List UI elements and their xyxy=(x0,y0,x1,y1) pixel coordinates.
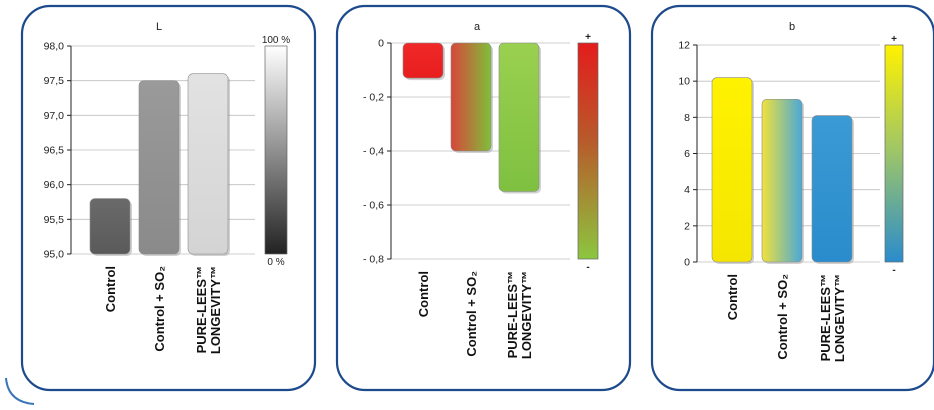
category-label: PURE-LEES™ xyxy=(818,274,833,361)
y-tick-label: 0 xyxy=(378,38,384,50)
bar-3 xyxy=(498,42,540,192)
bar-3 xyxy=(811,115,853,263)
y-tick-label: - 0,8 xyxy=(363,254,384,266)
chart-title: b xyxy=(789,21,795,33)
panel-frame xyxy=(650,4,934,392)
category-label: Control + SO₂ xyxy=(464,271,479,357)
category-label: Control + SO₂ xyxy=(152,266,167,352)
y-tick-label: 97,0 xyxy=(44,110,65,122)
category-label: Control xyxy=(725,274,740,320)
scale-bottom-label: 0 % xyxy=(267,257,284,268)
bar-3 xyxy=(187,73,229,255)
y-tick-label: 96,0 xyxy=(44,179,65,191)
category-label: PURE-LEES™ xyxy=(194,266,209,353)
y-tick-label: 8 xyxy=(684,112,690,124)
y-tick-label: 2 xyxy=(684,220,690,232)
panel-frame xyxy=(20,4,317,392)
bar-2 xyxy=(761,98,803,263)
panel-frame xyxy=(335,4,632,392)
bar-2 xyxy=(450,42,492,152)
scale-bottom-label: - xyxy=(586,262,589,273)
chart-title: a xyxy=(474,21,481,33)
color-scale-bar xyxy=(884,44,904,263)
y-tick-label: 98,0 xyxy=(44,41,65,53)
bar-1 xyxy=(89,198,131,255)
category-label: PURE-LEES™ xyxy=(505,271,520,358)
scale-bottom-label: - xyxy=(892,265,895,276)
corner-arc-decoration xyxy=(5,377,35,405)
chart-panel-1: L 98,0 97,5 97,0 96,5 96,0 95,5 95,0 Control Cont… xyxy=(20,4,317,392)
color-scale-bar xyxy=(264,45,288,255)
y-tick-label: 97,5 xyxy=(44,75,65,87)
color-scale-bar xyxy=(577,42,599,260)
chart-title: L xyxy=(156,21,162,33)
bar-1 xyxy=(402,42,444,79)
scale-top-label: + xyxy=(891,34,897,45)
bar-2 xyxy=(138,80,180,255)
y-tick-label: - 0,4 xyxy=(363,146,384,158)
y-tick-label: 95,0 xyxy=(44,249,65,261)
category-label: Control xyxy=(103,266,118,312)
category-label: Control xyxy=(416,271,431,317)
y-tick-label: 95,5 xyxy=(44,214,65,226)
y-tick-label: 96,5 xyxy=(44,145,65,157)
y-tick-label: 6 xyxy=(684,148,690,160)
chart-panel-3: b 12 10 8 6 4 2 0 Control Control + SO₂ PURE-LEES™… xyxy=(650,4,934,392)
category-label: Control + SO₂ xyxy=(775,274,790,360)
y-tick-label: 0 xyxy=(684,257,690,269)
chart-panel-2: a 0 - 0,2 - 0,4 - 0,6 - 0,8 Control Control + S… xyxy=(335,4,632,392)
y-tick-label: - 0,6 xyxy=(363,200,384,212)
y-tick-label: 4 xyxy=(684,184,690,196)
y-tick-label: 10 xyxy=(678,76,690,88)
y-tick-label: - 0,2 xyxy=(363,92,384,104)
scale-top-label: 100 % xyxy=(262,35,290,46)
bar-1 xyxy=(711,77,753,263)
category-label: LONGEVITY™ xyxy=(832,274,847,362)
category-label: LONGEVITY™ xyxy=(208,266,223,354)
scale-top-label: + xyxy=(585,32,591,43)
y-tick-label: 12 xyxy=(678,40,690,52)
category-label: LONGEVITY™ xyxy=(519,271,534,359)
